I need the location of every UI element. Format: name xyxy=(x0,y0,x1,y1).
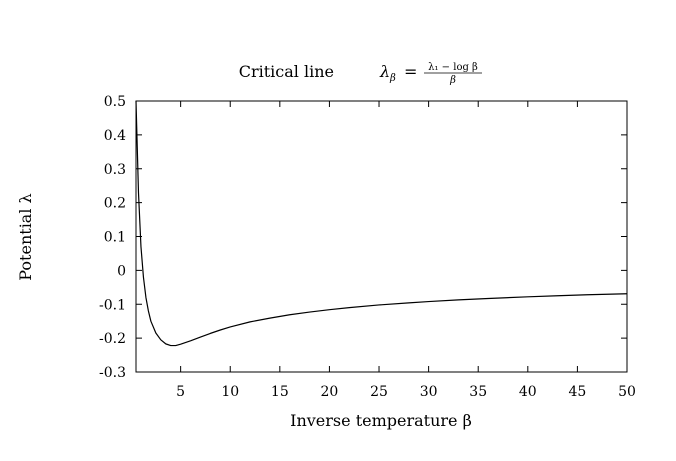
x-tick-label: 45 xyxy=(568,384,586,400)
y-tick-label: -0.3 xyxy=(99,365,126,381)
y-axis-title: Potential λ xyxy=(16,193,35,280)
y-tick-label: 0.4 xyxy=(104,128,126,144)
chart-title-denominator: β xyxy=(449,75,456,86)
x-tick-label: 25 xyxy=(370,384,388,400)
y-axis: -0.3 -0.2 -0.1 0 0.1 0.2 0.3 0.4 0.5 xyxy=(99,94,627,381)
x-tick-label: 20 xyxy=(321,384,339,400)
chart-title-equals: = xyxy=(404,62,417,81)
y-tick-label: -0.2 xyxy=(99,331,126,347)
x-tick-label: 30 xyxy=(420,384,438,400)
y-tick-label: 0 xyxy=(117,263,126,279)
y-tick-label: 0.5 xyxy=(104,94,126,110)
x-tick-label: 40 xyxy=(519,384,537,400)
x-tick-label: 10 xyxy=(221,384,239,400)
series-layer xyxy=(135,100,628,347)
x-axis-title: Inverse temperature β xyxy=(290,411,472,430)
y-tick-label: -0.1 xyxy=(99,297,126,313)
y-tick-label: 0.1 xyxy=(104,230,126,246)
chart-title-lhs-subscript: β xyxy=(389,73,396,84)
x-tick-label: 5 xyxy=(176,384,185,400)
chart-title-text: Critical line xyxy=(239,62,334,81)
chart-title-numerator: λ₁ − log β xyxy=(428,62,478,73)
y-tick-label: 0.3 xyxy=(104,162,126,178)
x-tick-label: 50 xyxy=(618,384,636,400)
plot-frame xyxy=(135,100,628,373)
series-line xyxy=(135,100,628,347)
chart-title-lhs-symbol: λ xyxy=(379,62,390,81)
x-tick-label: 35 xyxy=(469,384,487,400)
y-tick-label: 0.2 xyxy=(104,196,126,212)
x-tick-label: 15 xyxy=(271,384,289,400)
chart-title: Critical line λ β = λ₁ − log β β xyxy=(239,62,482,86)
x-axis: 5 10 15 20 25 30 35 40 45 50 xyxy=(176,101,636,400)
